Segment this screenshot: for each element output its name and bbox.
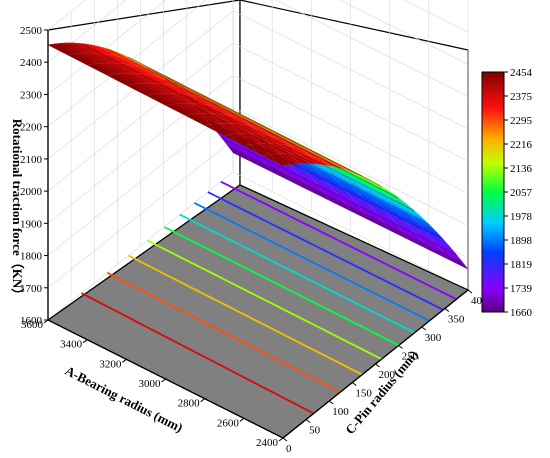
x-tick-label: 3400 [60,339,83,351]
y-tick-label: 150 [355,388,372,400]
surface-contour [179,92,415,212]
surface-mesh [47,42,469,270]
y-tick-mark [305,419,311,423]
mesh-line [47,42,234,153]
colorbar-tick-label: 2375 [510,91,533,103]
z-tick-label: 2500 [20,25,43,37]
contour-line [128,254,363,376]
y-tick-mark [282,437,288,442]
x-tick-mark [82,339,88,344]
y-tick-mark [398,345,403,349]
y-tick-mark [328,400,334,405]
colorbar-tick-label: 2057 [510,187,533,199]
x-tick-label: 3000 [139,378,162,390]
y-tick-mark [467,289,473,294]
z-tick-label: 2000 [20,186,43,198]
mesh-line [243,143,429,250]
colorbar-tick-label: 2454 [510,67,533,79]
y-tick-label: 100 [332,406,349,418]
surface-cell [47,43,65,51]
x-tick-label: 3600 [21,319,44,331]
z-tick-label: 2400 [20,57,43,69]
x-tick-label: 3200 [99,358,122,370]
x-tick-mark [161,378,166,383]
x-tick-mark [278,437,284,442]
x-tick-mark [122,358,127,363]
z-tick-label: 1700 [20,283,43,295]
y-tick-mark [352,382,357,386]
y-tick-label: 350 [448,314,465,326]
colorbar [481,71,505,313]
contour-line [81,292,315,415]
contour-line [193,202,430,322]
surface-contour [220,136,457,255]
surface-contour [107,48,341,169]
x-tick-mark [200,398,205,403]
surface-contour [147,67,382,187]
z-tick-label: 2100 [20,154,43,166]
mesh-line [67,52,253,163]
colorbar-ticks: 1660 1739 1819 1898 1978 2057 2136 2216 2295 2375… [504,67,533,319]
mesh-line [282,163,469,270]
contour-lines [81,180,457,415]
mesh-line [165,102,351,212]
colorbar-tick-label: 2295 [510,115,533,127]
colorbar-tick-label: 1978 [510,211,533,223]
x-axis-ticks: 3600 3400 3200 3000 2800 2600 2400 [21,319,284,449]
x-tick-label: 2800 [178,398,201,410]
mesh-line [145,92,332,202]
mesh-line [263,153,449,260]
z-tick-label: 2300 [20,89,43,101]
z-tick-label: 1900 [20,218,43,230]
surface-contour [81,43,314,165]
mesh-line [87,62,273,173]
y-tick-label: 300 [425,332,442,344]
surface-contour [164,79,399,199]
y-tick-label: 200 [379,369,396,381]
z-tick-label: 1800 [20,251,43,263]
colorbar-tick-label: 1819 [510,259,533,271]
mesh-line [204,123,390,231]
z-axis-ticks: 1600 1700 1800 1900 2000 2100 2200 2300 2400 2500 [20,25,48,327]
contour-line [163,226,400,347]
x-tick-mark [239,417,245,422]
mesh-line [185,113,371,221]
x-tick-label: 2400 [256,437,279,449]
z-axis-title: Rotational traction force（KN） [10,119,25,301]
y-tick-label: 0 [286,443,292,455]
contour-line [146,239,383,360]
y-tick-label: 250 [402,351,419,363]
colorbar-tick-label: 2136 [510,163,533,175]
y-tick-mark [421,326,427,331]
colorbar-tick-label: 1660 [510,307,533,319]
y-tick-mark [444,308,450,312]
colorbar-tick-label: 1898 [510,235,533,247]
colorbar-tick-label: 2216 [510,139,533,151]
surface-contour [128,56,363,177]
y-tick-mark [375,363,380,368]
colorbar-tick-label: 1739 [510,283,533,295]
mesh-line [106,72,292,182]
z-tick-label: 2200 [20,122,43,134]
contour-line [179,213,416,334]
surface-contour [194,106,430,226]
contour-line [207,191,444,311]
y-tick-label: 50 [309,425,321,437]
surface-contour [207,121,444,240]
mesh-line [126,82,312,192]
x-tick-mark [43,319,49,324]
x-tick-label: 2600 [217,417,240,429]
contour-line [220,180,457,301]
mesh-line [224,133,410,241]
z-tick-label: 1600 [20,315,43,327]
contour-line [106,271,341,393]
